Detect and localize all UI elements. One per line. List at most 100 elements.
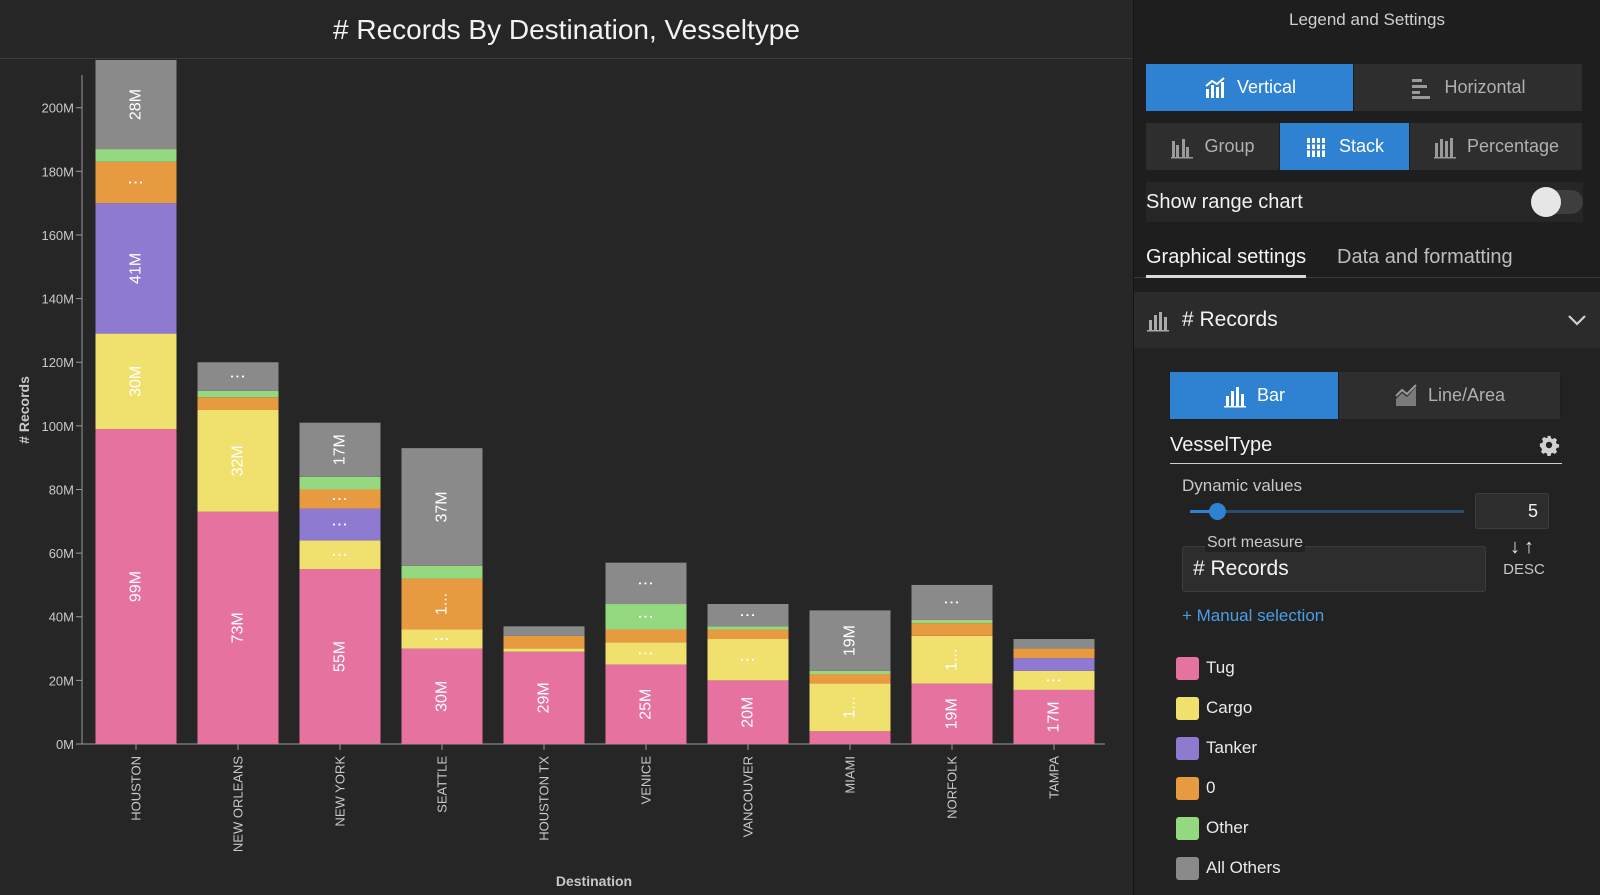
- measure-section-header[interactable]: # Records: [1134, 292, 1600, 348]
- bar-segment[interactable]: [911, 623, 993, 636]
- bar-segment[interactable]: [503, 626, 585, 636]
- bar-segment[interactable]: [503, 635, 585, 649]
- segment-value-label: ⋮: [332, 491, 349, 507]
- y-tick-label: 0M: [56, 737, 74, 752]
- bar-segment[interactable]: [95, 149, 177, 162]
- bar-segment[interactable]: [911, 683, 993, 744]
- bar-segment[interactable]: [299, 508, 381, 541]
- bar-segment[interactable]: [401, 578, 483, 630]
- tab-graphical-settings[interactable]: Graphical settings: [1146, 246, 1307, 278]
- segment-value-label: 55M: [332, 641, 349, 672]
- y-tick-label: 100M: [41, 419, 74, 434]
- legend-swatch: [1176, 856, 1199, 880]
- y-tick-label: 40M: [49, 610, 74, 625]
- segment-value-label: ⋮: [740, 652, 757, 668]
- bar-segment[interactable]: [503, 651, 585, 744]
- y-tick-label: 140M: [41, 292, 74, 307]
- segment-value-label: ⋮: [1046, 672, 1063, 688]
- stack-button[interactable]: Stack: [1280, 123, 1410, 170]
- bar-segment[interactable]: [299, 489, 381, 509]
- bar-segment[interactable]: [401, 448, 483, 566]
- bar-type-label: Bar: [1256, 385, 1285, 405]
- bar-segment[interactable]: [605, 629, 687, 643]
- bar-segment[interactable]: [1013, 658, 1095, 671]
- x-category-label: VANCOUVER: [741, 756, 756, 837]
- bar-segment[interactable]: [95, 203, 177, 334]
- bar-segment[interactable]: [809, 670, 891, 675]
- manual-selection-link[interactable]: + Manual selection: [1182, 606, 1325, 625]
- bar-segment[interactable]: [1013, 689, 1095, 744]
- bar-segment[interactable]: [707, 639, 789, 681]
- bar-segment[interactable]: [299, 476, 381, 490]
- x-category-label: NORFOLK: [945, 756, 960, 819]
- bar-segment[interactable]: [707, 629, 789, 640]
- bar-segment[interactable]: [809, 610, 891, 671]
- legend-item[interactable]: Tug: [1176, 648, 1281, 688]
- group-bars-icon: [1171, 138, 1194, 158]
- bar-segment[interactable]: [911, 584, 993, 620]
- bar-type-button[interactable]: Bar: [1170, 372, 1339, 419]
- bar-segment[interactable]: [605, 604, 687, 630]
- bar-segment[interactable]: [1013, 639, 1095, 649]
- bar-segment[interactable]: [809, 683, 891, 732]
- bar-segment[interactable]: [1013, 648, 1095, 659]
- legend-item[interactable]: All Others: [1176, 848, 1281, 888]
- bar-segment[interactable]: [401, 648, 483, 744]
- horizontal-button[interactable]: Horizontal: [1354, 64, 1583, 111]
- slider-handle[interactable]: [1209, 503, 1227, 520]
- sort-direction-button[interactable]: ↓↑ DESC: [1502, 536, 1546, 578]
- bar-segment[interactable]: [197, 390, 279, 398]
- bar-segment[interactable]: [605, 664, 687, 744]
- stacked-bar-chart[interactable]: 0M20M40M60M80M100M120M140M160M180M200M# …: [0, 0, 1133, 895]
- gear-icon[interactable]: [1538, 434, 1560, 456]
- range-chart-toggle[interactable]: [1531, 187, 1583, 217]
- percentage-button[interactable]: Percentage: [1410, 123, 1583, 170]
- bar-segment[interactable]: [707, 680, 789, 744]
- bar-segment[interactable]: [707, 626, 789, 630]
- tab-data-formatting[interactable]: Data and formatting: [1337, 246, 1513, 268]
- dynamic-values-input[interactable]: 5: [1475, 493, 1549, 529]
- bar-segment[interactable]: [197, 511, 279, 744]
- bar-segment[interactable]: [605, 562, 687, 605]
- bar-segment[interactable]: [197, 409, 279, 512]
- line-area-button[interactable]: Line/Area: [1339, 372, 1561, 419]
- bar-segment[interactable]: [503, 648, 585, 652]
- legend-item[interactable]: Cargo: [1176, 688, 1281, 728]
- bar-segment[interactable]: [911, 619, 993, 624]
- bar-chart-icon: [1147, 312, 1169, 332]
- segment-value-label: ⋮: [128, 174, 145, 190]
- sort-measure-select[interactable]: Sort measure # Records: [1182, 534, 1486, 592]
- bar-segment[interactable]: [809, 731, 891, 744]
- y-tick-label: 160M: [41, 228, 74, 243]
- bar-segment[interactable]: [1013, 670, 1095, 690]
- dynamic-values-slider[interactable]: [1190, 503, 1464, 520]
- legend-item[interactable]: Other: [1176, 808, 1281, 848]
- bar-segment[interactable]: [299, 569, 381, 744]
- orientation-toggle: Vertical Horizontal: [1146, 64, 1583, 111]
- group-button[interactable]: Group: [1146, 123, 1280, 170]
- bar-segment[interactable]: [299, 540, 381, 570]
- bar-segment[interactable]: [299, 422, 381, 477]
- bar-segment[interactable]: [197, 397, 279, 410]
- vertical-button[interactable]: Vertical: [1146, 64, 1354, 111]
- bar-segment[interactable]: [95, 429, 177, 744]
- bar-segment[interactable]: [95, 161, 177, 204]
- bar-segment[interactable]: [605, 642, 687, 665]
- legend-item[interactable]: Tanker: [1176, 728, 1281, 768]
- x-category-label: HOUSTON TX: [537, 756, 552, 841]
- chevron-down-icon[interactable]: [1565, 308, 1589, 332]
- bar-segment[interactable]: [197, 362, 279, 391]
- range-chart-label: Show range chart: [1146, 190, 1303, 213]
- bar-segment[interactable]: [95, 60, 177, 150]
- bar-segment[interactable]: [401, 629, 483, 649]
- bar-segment[interactable]: [707, 604, 789, 627]
- legend-item[interactable]: 0: [1176, 768, 1281, 808]
- segment-value-label: 73M: [230, 612, 247, 643]
- bar-segment[interactable]: [911, 635, 993, 684]
- bar-segment[interactable]: [95, 333, 177, 430]
- measure-header-label: # Records: [1182, 308, 1278, 331]
- bar-segment[interactable]: [401, 565, 483, 579]
- line-area-icon: [1395, 383, 1417, 406]
- bar-segment[interactable]: [809, 674, 891, 684]
- dimension-field[interactable]: VesselType: [1170, 434, 1562, 464]
